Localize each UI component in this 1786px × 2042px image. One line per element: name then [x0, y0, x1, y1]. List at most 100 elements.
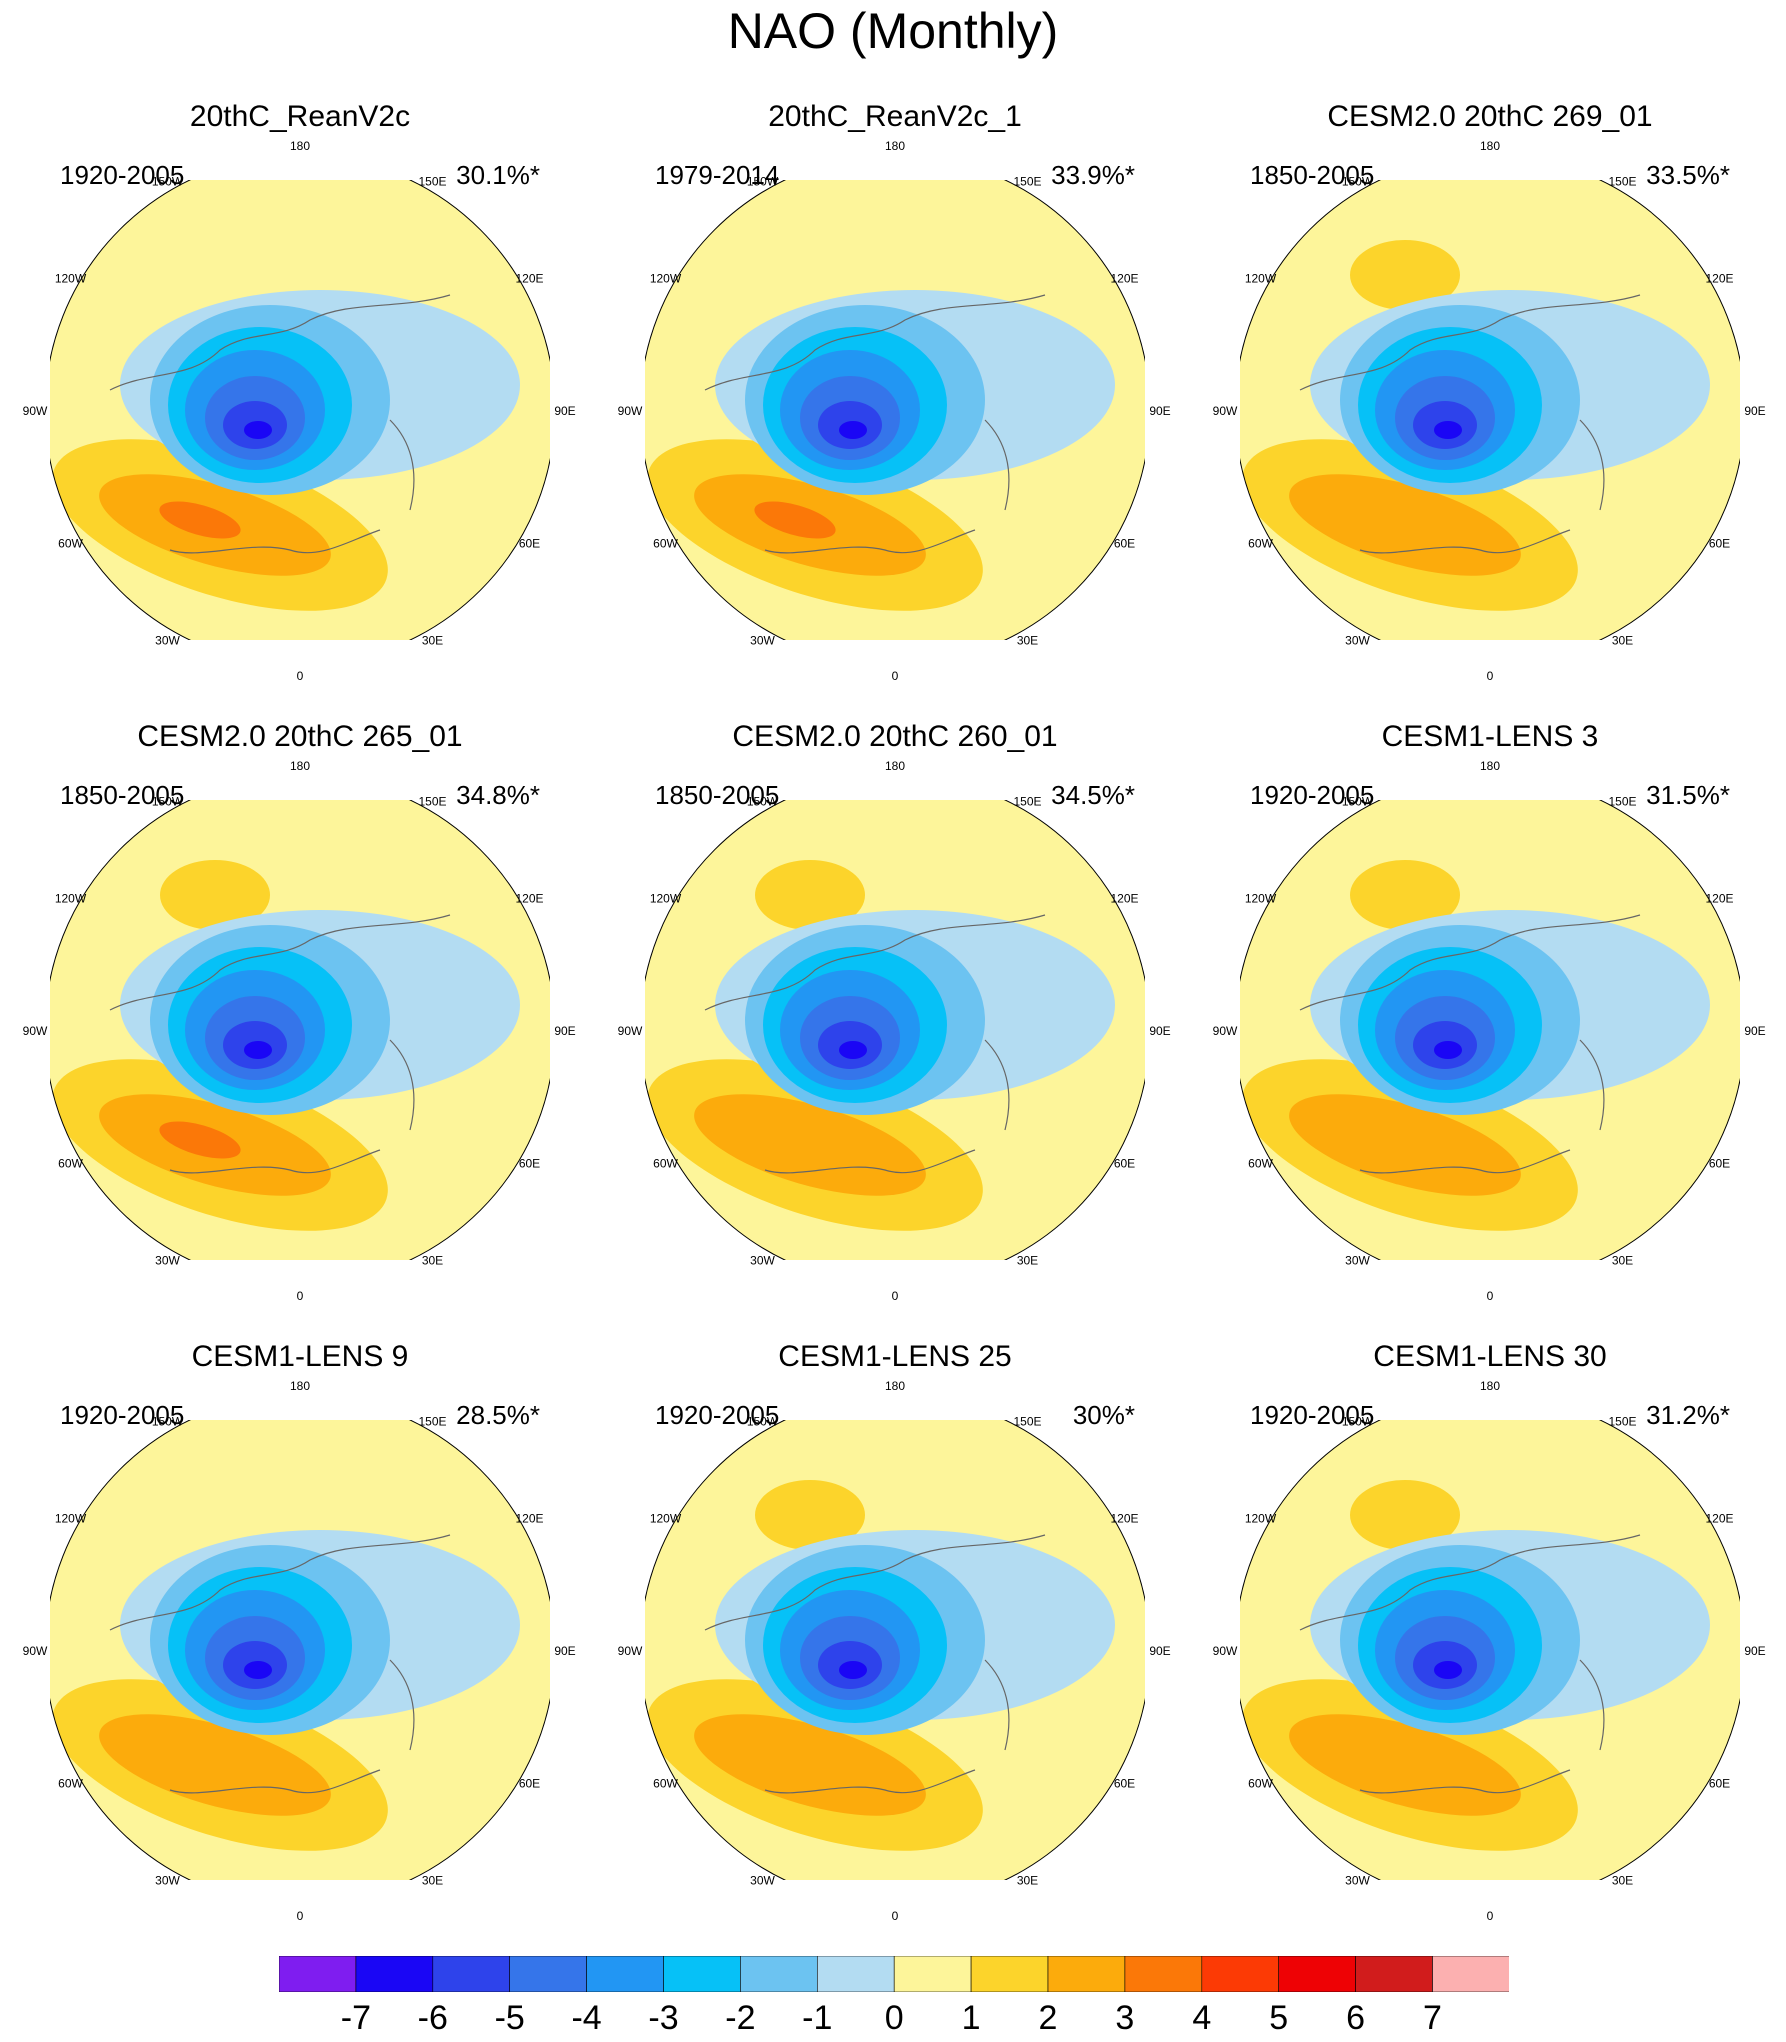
longitude-label: 120E: [515, 272, 543, 286]
colorbar-segment: [1432, 1956, 1509, 1992]
panel-period: 1920-2005: [1250, 780, 1375, 810]
polar-map: [50, 180, 550, 640]
longitude-label: 0: [1487, 1289, 1494, 1303]
map-panel: CESM2.0 20thC 265_01 1850-2005 34.8%* 180 15…: [20, 690, 580, 1303]
longitude-label: 90E: [554, 1644, 575, 1658]
colorbar-tick-label: -1: [802, 1999, 833, 2037]
longitude-label: 60W: [1248, 1777, 1273, 1791]
longitude-label: 30W: [750, 1873, 775, 1887]
panel-variance: 33.5%*: [1646, 160, 1730, 190]
longitude-label: 60E: [1709, 537, 1730, 551]
panel-variance: 28.5%*: [456, 1400, 540, 1430]
panel-period: 1920-2005: [1250, 1400, 1375, 1430]
colorbar-tick-label: -5: [494, 1999, 525, 2037]
longitude-label: 60E: [1709, 1777, 1730, 1791]
panel-variance: 30%*: [1072, 1400, 1135, 1430]
longitude-label: 120W: [55, 1512, 87, 1526]
colorbar-segment: [586, 1956, 664, 1992]
longitude-label: 0: [297, 1289, 304, 1303]
colorbar-tick-label: -7: [340, 1999, 371, 2037]
longitude-label: 120E: [1110, 272, 1138, 286]
longitude-label: 150W: [1342, 795, 1374, 809]
longitude-label: 90W: [1213, 404, 1238, 418]
longitude-label: 150E: [418, 1415, 446, 1429]
longitude-label-layer: 180 150E 120E 90E 60E 30E 0 30W 60W 90W 120W 150W: [23, 1379, 576, 1923]
longitude-label: 30W: [1345, 1253, 1370, 1267]
panel-variance: 33.9%*: [1051, 160, 1135, 190]
longitude-label: 90E: [1744, 1644, 1765, 1658]
longitude-label: 30E: [1612, 1873, 1633, 1887]
longitude-label: 60W: [58, 1777, 83, 1791]
panel-title: CESM1-LENS 30: [1373, 1340, 1607, 1373]
longitude-label: 150E: [418, 175, 446, 189]
map-panel: CESM2.0 20thC 269_01 1850-2005 33.5%* 180 15…: [1210, 70, 1770, 683]
panel-period: 1850-2005: [60, 780, 185, 810]
colorbar-tick-label: 3: [1115, 1999, 1135, 2037]
longitude-label: 90W: [618, 404, 643, 418]
polar-map: [1240, 1420, 1740, 1880]
longitude-label: 90E: [1149, 1644, 1170, 1658]
longitude-label: 150E: [1013, 1415, 1041, 1429]
colorbar-segment: [279, 1956, 357, 1992]
colorbar-segment: [355, 1956, 434, 1992]
longitude-label-layer: 180 150E 120E 90E 60E 30E 0 30W 60W 90W 120W 150W: [23, 139, 576, 683]
longitude-label: 120W: [55, 272, 87, 286]
longitude-label: 120E: [515, 1512, 543, 1526]
colorbar-segment: [1201, 1956, 1279, 1992]
polar-map: [645, 800, 1145, 1260]
longitude-label: 150W: [152, 795, 184, 809]
coastline: [109, 914, 451, 1174]
map-panel: CESM2.0 20thC 260_01 1850-2005 34.5%* 180 15…: [615, 690, 1175, 1303]
polar-map: [50, 1420, 550, 1880]
longitude-label: 90E: [1149, 1024, 1170, 1038]
panel-title: CESM2.0 20thC 269_01: [1327, 100, 1653, 133]
longitude-label: 120W: [1245, 892, 1277, 906]
longitude-label: 120W: [650, 1512, 682, 1526]
longitude-label: 180: [290, 1379, 310, 1393]
longitude-label: 90E: [554, 1024, 575, 1038]
panel-variance: 34.5%*: [1051, 780, 1135, 810]
coastline: [1299, 294, 1641, 554]
colorbar-tick-label: -6: [417, 1999, 448, 2037]
longitude-label: 150E: [418, 795, 446, 809]
colorbar-segment: [509, 1956, 587, 1992]
panel-period: 1920-2005: [655, 1400, 780, 1430]
longitude-label: 30W: [750, 633, 775, 647]
longitude-label: 150W: [747, 175, 779, 189]
colorbar-segment: [663, 1956, 741, 1992]
longitude-label: 30E: [1612, 1253, 1633, 1267]
coastline: [1299, 1534, 1641, 1794]
longitude-label-layer: 180 150E 120E 90E 60E 30E 0 30W 60W 90W 120W 150W: [618, 1379, 1171, 1923]
colorbar-tick-label: -3: [648, 1999, 679, 2037]
longitude-label: 0: [1487, 1909, 1494, 1923]
longitude-label: 180: [290, 759, 310, 773]
longitude-label: 30W: [1345, 1873, 1370, 1887]
panel-variance: 30.1%*: [456, 160, 540, 190]
longitude-label: 90E: [1744, 1024, 1765, 1038]
longitude-label: 30W: [155, 1873, 180, 1887]
longitude-label-layer: 180 150E 120E 90E 60E 30E 0 30W 60W 90W 120W 150W: [1213, 139, 1766, 683]
longitude-label: 30W: [155, 1253, 180, 1267]
longitude-label: 120E: [1705, 1512, 1733, 1526]
coastline: [704, 1534, 1046, 1794]
longitude-label-layer: 180 150E 120E 90E 60E 30E 0 30W 60W 90W 120W 150W: [1213, 759, 1766, 1303]
colorbar-segment: [893, 1956, 972, 1992]
longitude-label: 60E: [1114, 1777, 1135, 1791]
panel-title: CESM1-LENS 3: [1381, 720, 1599, 753]
longitude-label: 150E: [1013, 175, 1041, 189]
longitude-label: 90W: [618, 1024, 643, 1038]
longitude-label: 120W: [650, 272, 682, 286]
longitude-label: 150E: [1608, 1415, 1636, 1429]
longitude-label: 180: [1480, 139, 1500, 153]
panel-variance: 34.8%*: [456, 780, 540, 810]
polar-map: [645, 1420, 1145, 1880]
colorbar-segment: [1124, 1956, 1203, 1992]
longitude-label: 60W: [653, 1157, 678, 1171]
longitude-label: 30E: [1017, 633, 1038, 647]
longitude-label: 60E: [1114, 537, 1135, 551]
longitude-label-layer: 180 150E 120E 90E 60E 30E 0 30W 60W 90W 120W 150W: [23, 759, 576, 1303]
coastline: [704, 294, 1046, 554]
longitude-label: 150E: [1608, 795, 1636, 809]
longitude-label: 90E: [1744, 404, 1765, 418]
colorbar-tick-label: 0: [884, 1999, 904, 2037]
